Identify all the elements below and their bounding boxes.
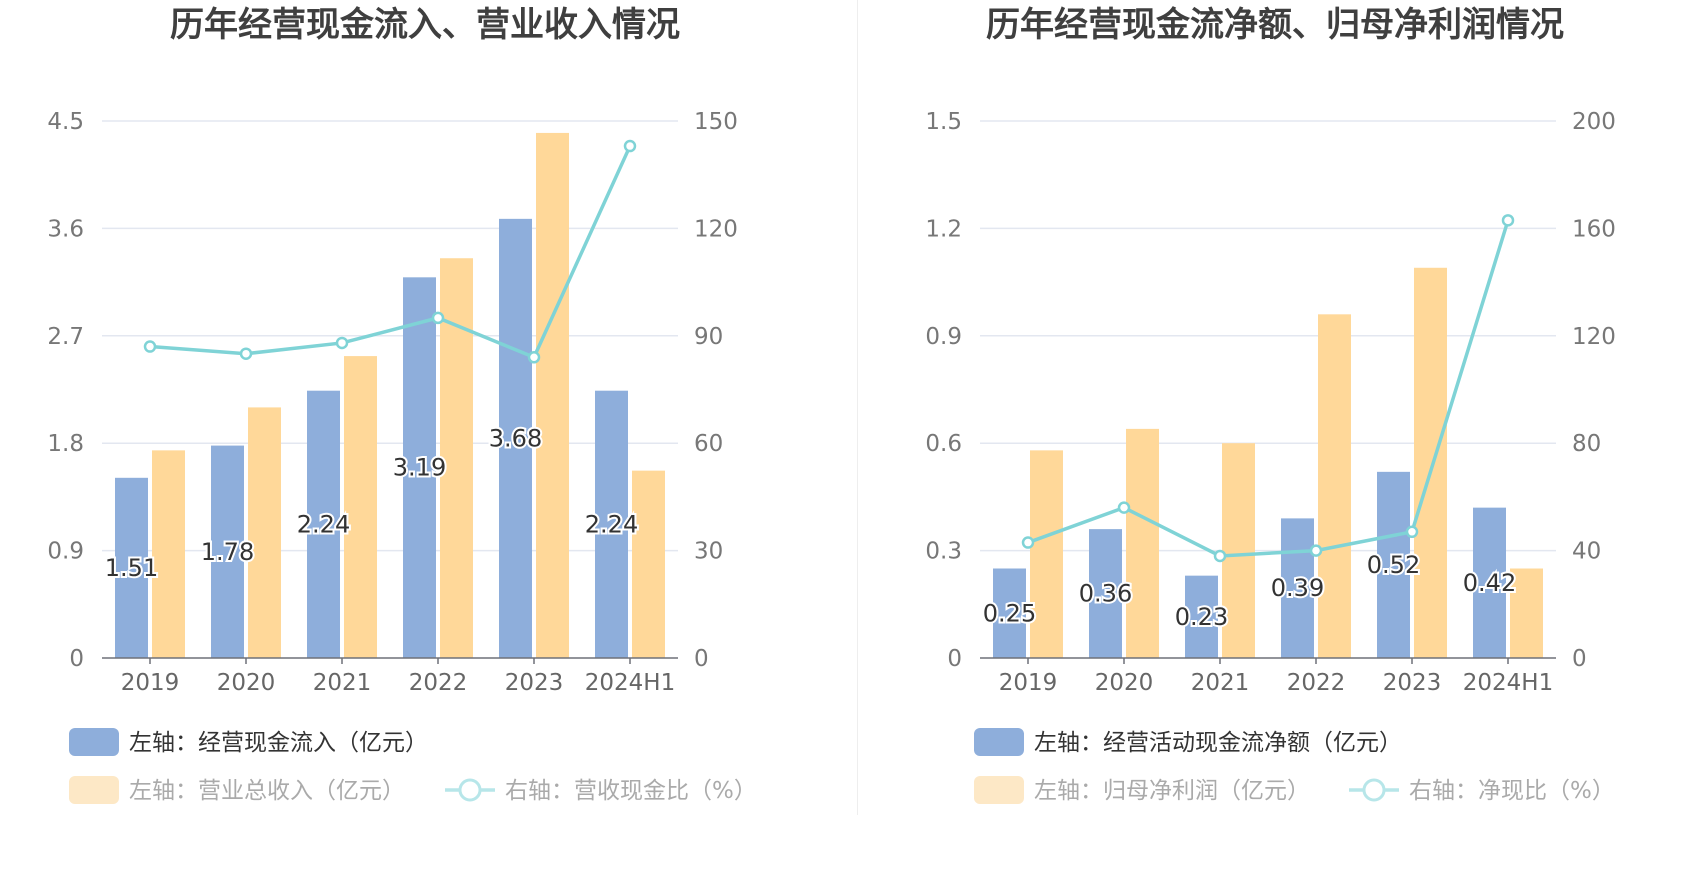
legend-label-series-2: 左轴：营业总收入（亿元） xyxy=(129,778,405,804)
line-point xyxy=(1119,503,1129,513)
bar-data-label: 0.23 xyxy=(1175,603,1228,631)
left-axis-tick-label: 0.3 xyxy=(925,539,962,565)
legend-label-series-3: 右轴：净现比（%） xyxy=(1409,778,1615,804)
legend-swatch-series-1 xyxy=(69,728,119,756)
left-axis-tick-label: 2.7 xyxy=(47,324,84,350)
bar-data-label: 0.25 xyxy=(983,599,1036,627)
line-point xyxy=(1023,538,1033,548)
right-axis-tick-label: 120 xyxy=(1572,324,1616,350)
right-axis-tick-label: 30 xyxy=(694,539,723,565)
right-axis-tick-label: 60 xyxy=(694,431,723,457)
line-point xyxy=(1503,215,1513,225)
right-axis-tick-label: 160 xyxy=(1572,216,1616,242)
bar-series-2 xyxy=(1318,314,1351,658)
line-point xyxy=(1407,527,1417,537)
right-axis-tick-label: 0 xyxy=(694,646,709,672)
net-cash-profit-chart: 0 0 0.3 40 0.6 80 0.9 120 1.2 160 1.5 200 2019 2020 20… xyxy=(850,0,1700,874)
line-point xyxy=(241,349,251,359)
line-point xyxy=(433,313,443,323)
bar-data-label: 2.24 xyxy=(297,510,350,538)
legend-label-series-1: 左轴：经营活动现金流净额（亿元） xyxy=(1034,730,1402,756)
left-axis-tick-label: 3.6 xyxy=(47,216,84,242)
bar-data-label: 3.19 xyxy=(393,454,446,482)
bar-series-2 xyxy=(1126,429,1159,658)
bar-data-label: 1.78 xyxy=(201,538,254,566)
legend-label-series-2: 左轴：归母净利润（亿元） xyxy=(1034,778,1310,804)
bar-data-label: 2.24 xyxy=(585,510,638,538)
x-axis-category-label: 2021 xyxy=(1191,670,1250,696)
legend-swatch-series-2 xyxy=(69,776,119,804)
left-axis-tick-label: 1.5 xyxy=(925,109,962,135)
left-axis-tick-label: 0 xyxy=(69,646,84,672)
line-point xyxy=(625,141,635,151)
bar-data-label: 0.36 xyxy=(1079,580,1132,608)
left-axis-tick-label: 0.6 xyxy=(925,431,962,457)
right-axis-tick-label: 200 xyxy=(1572,109,1616,135)
line-point xyxy=(1215,551,1225,561)
chart-legend: 左轴：经营活动现金流净额（亿元） 左轴：归母净利润（亿元） 右轴：净现比（%） xyxy=(974,728,1615,804)
line-point xyxy=(1311,546,1321,556)
left-axis-tick-label: 4.5 xyxy=(47,109,84,135)
x-axis-category-label: 2019 xyxy=(999,670,1058,696)
cash-inflow-revenue-chart: 0 0 0.9 30 1.8 60 2.7 90 3.6 120 4.5 150 2019 2020 202… xyxy=(0,0,850,874)
legend-label-series-3: 右轴：营收现金比（%） xyxy=(505,778,757,804)
left-axis-tick-label: 0.9 xyxy=(925,324,962,350)
chart-legend: 左轴：经营现金流入（亿元） 左轴：营业总收入（亿元） 右轴：营收现金比（%） xyxy=(69,728,757,804)
x-axis-category-label: 2023 xyxy=(1383,670,1442,696)
x-axis-category-label: 2023 xyxy=(505,670,564,696)
x-axis-category-label: 2021 xyxy=(313,670,372,696)
left-axis-tick-label: 0.9 xyxy=(47,539,84,565)
legend-swatch-series-3-marker xyxy=(1364,780,1384,800)
bar-data-label: 0.39 xyxy=(1271,574,1324,602)
bar-data-label: 3.68 xyxy=(489,424,542,452)
left-axis-tick-label: 0 xyxy=(947,646,962,672)
line-point xyxy=(337,338,347,348)
x-axis-category-label: 2020 xyxy=(217,670,276,696)
legend-swatch-series-3-marker xyxy=(460,780,480,800)
line-point xyxy=(529,352,539,362)
bar-data-label: 0.42 xyxy=(1463,569,1516,597)
bar-data-label: 1.51 xyxy=(105,554,158,582)
right-axis-tick-label: 120 xyxy=(694,216,738,242)
right-axis-tick-label: 40 xyxy=(1572,539,1601,565)
x-axis-category-label: 2022 xyxy=(1287,670,1346,696)
left-axis-tick-label: 1.8 xyxy=(47,431,84,457)
x-axis-category-label: 2024H1 xyxy=(585,670,675,696)
x-axis-category-label: 2019 xyxy=(121,670,180,696)
x-axis-category-label: 2022 xyxy=(409,670,468,696)
cash-inflow-revenue-chart-panel: 历年经营现金流入、营业收入情况 0 0 0.9 30 1.8 60 2.7 90 3.6 120 4… xyxy=(0,0,850,874)
bar-series-2 xyxy=(344,356,377,658)
right-axis-tick-label: 80 xyxy=(1572,431,1601,457)
dashboard: 历年经营现金流入、营业收入情况 0 0 0.9 30 1.8 60 2.7 90 3.6 120 4… xyxy=(0,0,1700,874)
legend-swatch-series-2 xyxy=(974,776,1024,804)
bar-series-2 xyxy=(536,133,569,658)
left-axis-tick-label: 1.2 xyxy=(925,216,962,242)
x-axis-category-label: 2024H1 xyxy=(1463,670,1553,696)
net-cash-profit-chart-panel: 历年经营现金流净额、归母净利润情况 0 0 0.3 40 0.6 80 0.9 120 1.2 1… xyxy=(850,0,1700,874)
right-axis-tick-label: 0 xyxy=(1572,646,1587,672)
bar-series-2 xyxy=(632,471,665,658)
x-axis-category-label: 2020 xyxy=(1095,670,1154,696)
bar-series-2 xyxy=(248,407,281,658)
line-point xyxy=(145,342,155,352)
legend-swatch-series-1 xyxy=(974,728,1024,756)
legend-label-series-1: 左轴：经营现金流入（亿元） xyxy=(129,730,428,756)
right-axis-tick-label: 90 xyxy=(694,324,723,350)
bar-data-label: 0.52 xyxy=(1367,551,1420,579)
bar-series-2 xyxy=(1414,268,1447,658)
right-axis-tick-label: 150 xyxy=(694,109,738,135)
